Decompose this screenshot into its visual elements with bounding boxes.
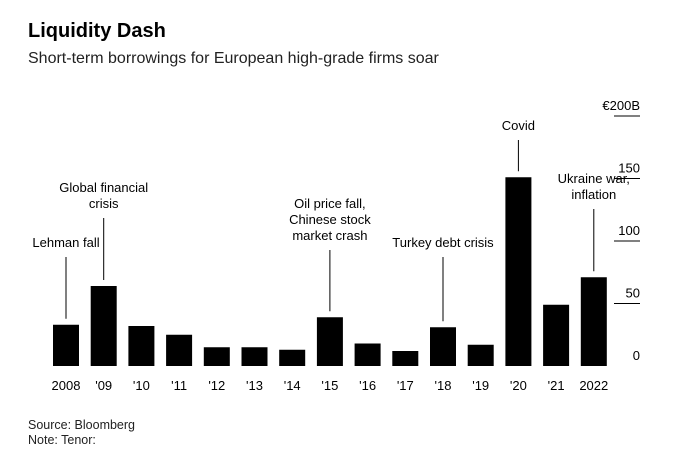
bar-chart: 0 50 100 150 €200B 2008 '09 '10 '11 '12 '13 '14 '15… — [32, 98, 640, 393]
bar — [53, 324, 79, 366]
y-tick-label: 150 — [618, 161, 640, 176]
bar — [505, 177, 532, 366]
bar — [580, 277, 607, 366]
x-tick-label: '09 — [95, 378, 112, 393]
x-tick-label: 2008 — [52, 378, 81, 393]
x-tick-label: '16 — [359, 378, 376, 393]
chart-footer: Source: Bloomberg Note: Tenor: — [28, 418, 135, 448]
x-tick-label: '20 — [510, 378, 527, 393]
bar — [392, 351, 419, 366]
annotation-label: Chinese stock — [289, 212, 371, 227]
x-tick-label: '14 — [284, 378, 301, 393]
chart-subtitle: Short-term borrowings for European high-… — [28, 50, 439, 67]
x-tick-label: '11 — [171, 378, 187, 393]
annotation-label: market crash — [292, 228, 367, 243]
x-tick-label: '15 — [321, 378, 338, 393]
bar — [241, 347, 268, 366]
x-tick-label: '19 — [472, 378, 489, 393]
bar — [354, 343, 381, 366]
x-tick-label: '17 — [397, 378, 414, 393]
annotation-label: Ukraine war, — [558, 171, 630, 186]
bar — [90, 286, 117, 366]
x-tick-label: '10 — [133, 378, 150, 393]
x-tick-label: '12 — [208, 378, 225, 393]
annotation-label: Oil price fall, — [294, 196, 366, 211]
y-tick-label: €200B — [602, 98, 640, 113]
bar-series — [53, 177, 607, 366]
x-tick-label: '21 — [548, 378, 565, 393]
annotation-label: crisis — [89, 196, 119, 211]
x-axis: 2008 '09 '10 '11 '12 '13 '14 '15 '16 '17 '18 '19 '20… — [52, 378, 609, 393]
annotation-label: inflation — [571, 187, 616, 202]
x-tick-label: '13 — [246, 378, 263, 393]
y-tick-label: 50 — [626, 286, 640, 301]
chart-title: Liquidity Dash — [28, 20, 166, 42]
bar — [430, 327, 456, 366]
annotation-label: Turkey debt crisis — [392, 235, 494, 250]
annotation-label: Covid — [502, 118, 535, 133]
x-tick-label: '18 — [435, 378, 452, 393]
bar — [316, 317, 343, 366]
tenor-note: Note: Tenor: — [28, 433, 96, 447]
annotation-label: Global financial — [59, 180, 148, 195]
annotation-label: Lehman fall — [32, 235, 99, 250]
bar — [203, 347, 230, 366]
bar — [128, 326, 155, 366]
source-note: Source: Bloomberg — [28, 418, 136, 432]
bar — [467, 344, 494, 366]
x-tick-label: 2022 — [579, 378, 608, 393]
bar — [543, 304, 570, 366]
y-axis: 0 50 100 150 €200B — [602, 98, 640, 363]
bar — [166, 334, 193, 366]
bar — [279, 349, 306, 366]
y-tick-label: 100 — [618, 223, 640, 238]
y-tick-label: 0 — [633, 348, 640, 363]
